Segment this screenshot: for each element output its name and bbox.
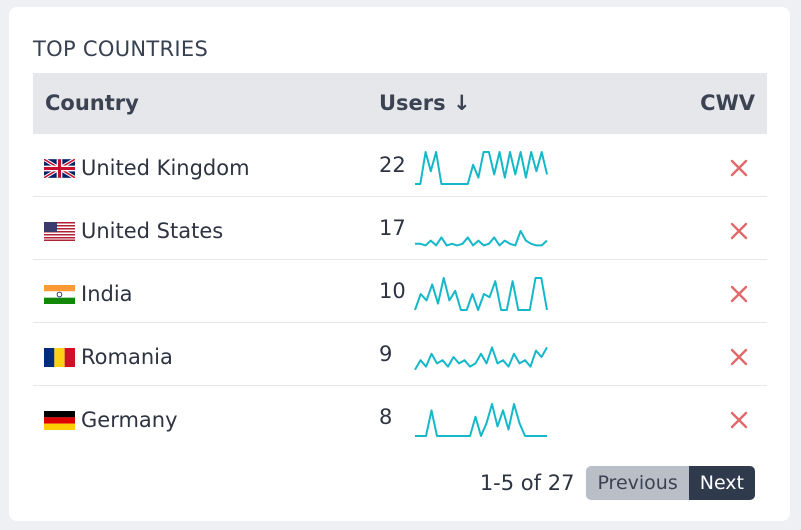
country-name: United States [81, 219, 224, 243]
column-header-cwv[interactable]: CWV [700, 91, 755, 115]
table-row[interactable]: India 10 [33, 260, 767, 323]
fail-x-icon [730, 222, 748, 240]
table-row[interactable]: Germany 8 [33, 386, 767, 448]
table-row[interactable]: Romania 9 [33, 323, 767, 386]
column-header-country[interactable]: Country [45, 91, 139, 115]
country-name: United Kingdom [81, 156, 250, 180]
pagination: 1-5 of 27 Previous Next [480, 466, 755, 500]
sparkline-path [415, 403, 547, 437]
de-flag-icon [44, 411, 75, 430]
countries-table: Country Users ↓ CWV United Kingdom 22 [33, 73, 767, 448]
users-sparkline [415, 230, 548, 247]
sparkline-path [415, 151, 548, 185]
users-sparkline [415, 403, 547, 437]
country-name: Romania [81, 345, 173, 369]
fail-x-icon [730, 159, 748, 177]
fail-x-icon [730, 411, 748, 429]
table-row[interactable]: United Kingdom 22 [33, 134, 767, 197]
pagination-info: 1-5 of 27 [479, 471, 575, 495]
fail-x-icon [730, 348, 748, 366]
column-header-users[interactable]: Users ↓ [379, 91, 471, 115]
user-count: 9 [379, 342, 393, 366]
user-count: 17 [379, 216, 406, 240]
us-flag-icon [44, 222, 75, 241]
users-sparkline [414, 346, 548, 371]
table-header: Country Users ↓ CWV [33, 73, 767, 134]
country-name: India [81, 282, 133, 306]
sparkline-path [414, 277, 548, 311]
uk-flag-icon [44, 159, 75, 178]
fail-x-icon [730, 285, 748, 303]
user-count: 10 [379, 279, 406, 303]
ro-flag-icon [44, 348, 75, 367]
card-title: TOP COUNTRIES [33, 37, 209, 61]
next-button[interactable]: Next [688, 466, 755, 500]
in-flag-icon [44, 285, 75, 304]
user-count: 22 [379, 153, 406, 177]
country-name: Germany [81, 408, 178, 432]
top-countries-card: TOP COUNTRIES Country Users ↓ CWV United… [9, 7, 790, 521]
previous-button[interactable]: Previous [586, 466, 689, 500]
sparkline-path [415, 230, 548, 247]
users-sparkline [414, 277, 548, 311]
user-count: 8 [379, 405, 393, 429]
table-row[interactable]: United States 17 [33, 197, 767, 260]
sparkline-path [414, 346, 548, 371]
users-sparkline [415, 151, 548, 185]
